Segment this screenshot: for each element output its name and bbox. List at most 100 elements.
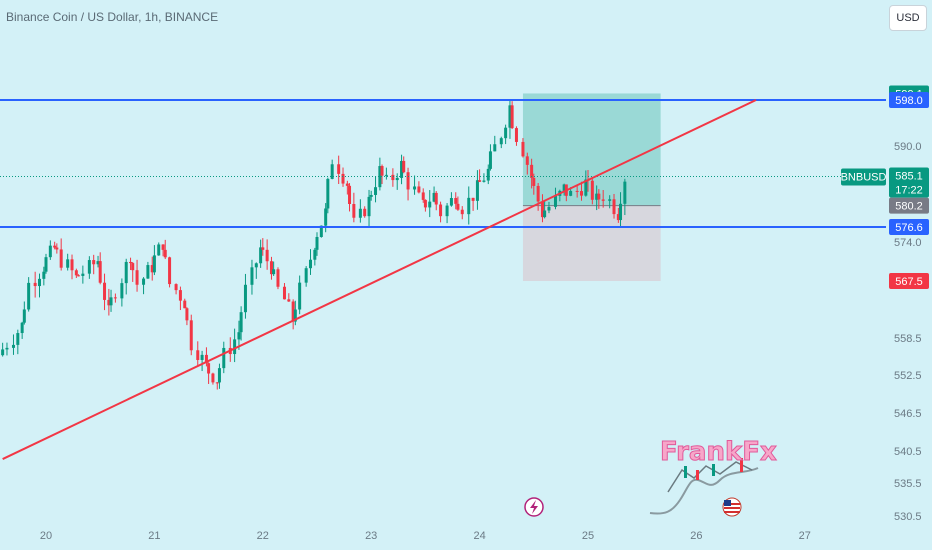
candle-body: [282, 286, 286, 300]
candle-body: [254, 263, 258, 268]
candle-body: [239, 312, 243, 333]
candle-body: [445, 205, 449, 217]
price-tick-label: 558.5: [894, 333, 922, 345]
candle-body: [265, 249, 269, 262]
candle-body: [460, 209, 464, 215]
candle-body: [77, 275, 81, 277]
symbol-tag: BNBUSD: [841, 168, 886, 186]
candle-body: [553, 195, 557, 207]
candle-body: [200, 354, 204, 360]
candle-body: [152, 255, 156, 273]
time-tick-label: 27: [799, 530, 811, 542]
price-tick-label: 540.5: [894, 446, 922, 458]
candle-body: [48, 245, 52, 258]
candle-body: [352, 203, 356, 218]
price-tag-label: 580.2: [895, 201, 923, 213]
candle-body: [478, 180, 482, 182]
candle-body: [142, 278, 146, 285]
candle-body: [584, 179, 588, 196]
watermark-graph-icon: [649, 467, 759, 515]
watermark-text: FrankFx: [660, 437, 777, 467]
candle-body: [66, 259, 70, 268]
candle-body: [532, 177, 536, 186]
trendline[interactable]: [2, 99, 757, 460]
candle-body: [345, 183, 349, 186]
price-tag-label: 567.5: [895, 276, 923, 288]
candle-body: [109, 297, 113, 306]
candle-body: [113, 297, 117, 299]
candle-body: [521, 141, 525, 157]
candle-body: [562, 184, 566, 191]
candle-body: [298, 282, 302, 310]
candle-body: [540, 201, 544, 218]
candle-body: [395, 177, 399, 181]
candle-body: [391, 174, 395, 181]
candle-body: [337, 164, 341, 174]
price-tag-bg: [889, 273, 929, 290]
candle-body: [530, 164, 534, 178]
candle-body: [454, 198, 458, 204]
long-position-tool[interactable]: [522, 93, 661, 282]
candle-body: [514, 128, 518, 142]
candle-body: [612, 199, 616, 215]
horizontal-lines[interactable]: [0, 99, 886, 228]
candle-body: [207, 363, 211, 374]
candle-body: [74, 270, 78, 276]
candle-body: [204, 354, 208, 364]
candle-body: [384, 174, 388, 176]
candle-body: [475, 180, 479, 201]
lightning-icon[interactable]: [524, 497, 544, 517]
candle-body: [44, 257, 48, 272]
candle-body: [269, 261, 273, 275]
candle-body: [287, 299, 291, 302]
price-tick-label: 574.0: [894, 237, 922, 249]
candle-body: [510, 105, 514, 129]
candle-body: [131, 263, 135, 271]
candle-body: [189, 320, 193, 351]
time-tick-label: 25: [582, 530, 594, 542]
candle-body: [168, 257, 172, 285]
candle-body: [259, 247, 263, 264]
candle-body: [135, 270, 139, 285]
candle-body: [413, 186, 417, 190]
candle-body: [499, 138, 503, 145]
candle-body: [261, 247, 265, 250]
price-tick-label: 546.5: [894, 408, 922, 420]
candle-body: [92, 260, 96, 265]
candle-body: [42, 271, 46, 279]
candle-body: [341, 173, 345, 184]
candle-body: [157, 244, 161, 256]
candle-body: [53, 245, 57, 248]
candle-body: [330, 164, 334, 179]
candle-body: [22, 309, 26, 323]
candle-body: [449, 198, 453, 206]
currency-button[interactable]: USD: [889, 5, 927, 31]
candle-body: [595, 193, 599, 200]
candles: [1, 99, 627, 390]
price-axis[interactable]: 590.0 574.0 558.5 552.5 546.5 540.5 535.5 530.5: [894, 141, 922, 523]
candle-body: [363, 208, 367, 217]
candle-body: [315, 236, 319, 250]
candle-body: [70, 259, 74, 271]
price-tick-label: 590.0: [894, 141, 922, 153]
candle-body: [313, 249, 317, 260]
candle-body: [5, 347, 9, 350]
candle-body: [482, 180, 486, 182]
candle-body: [619, 203, 623, 221]
candle-body: [222, 347, 226, 369]
candle-body: [432, 192, 436, 202]
candle-body: [525, 156, 529, 165]
candle-body: [467, 197, 471, 215]
candle-body: [196, 350, 200, 360]
candle-body: [103, 282, 107, 300]
candle-body: [374, 187, 378, 195]
candle-body: [434, 192, 438, 205]
candle-body: [293, 309, 297, 322]
time-tick-label: 23: [365, 530, 377, 542]
us-flag-icon: [722, 497, 742, 517]
time-axis[interactable]: 20 21 22 23 24 25 26 27: [40, 530, 811, 542]
candle-body: [59, 249, 63, 268]
price-tag-bg: [889, 92, 929, 108]
candle-body: [380, 166, 384, 176]
